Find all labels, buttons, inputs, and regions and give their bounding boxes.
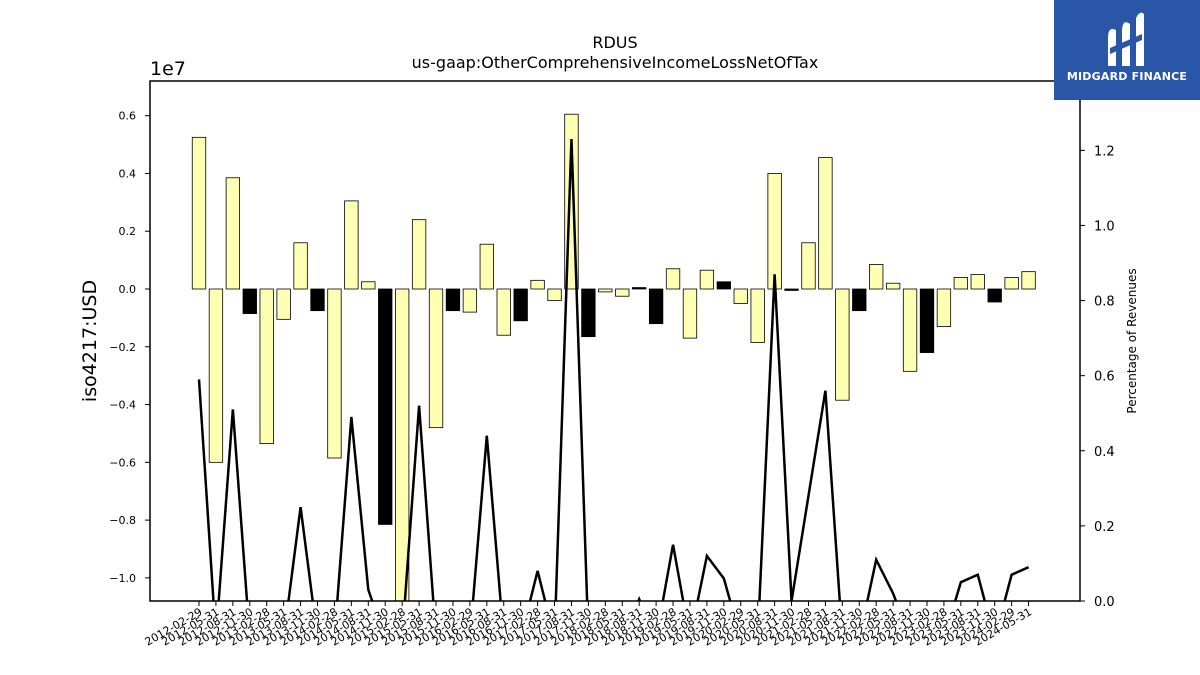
bar (191, 136, 207, 290)
bar (767, 173, 782, 290)
bar (327, 288, 342, 459)
bar (547, 288, 562, 301)
y2-tick-label: 0.8 (1094, 295, 1115, 310)
plot-frame (149, 80, 1081, 602)
bar (276, 288, 291, 320)
y-tick-label: −1.0 (109, 572, 136, 585)
bar (835, 288, 850, 401)
y-offset-label: 1e7 (150, 58, 186, 80)
bar (242, 288, 257, 314)
bar (208, 288, 224, 463)
bar (885, 282, 901, 290)
plot-area: 0.6 0.4 0.2 0.0 −0.2 −0.4 −0.6 −0.8 −1.0 0.0 0.2 0.… (109, 110, 1114, 649)
y2-tick-label: 0.0 (1094, 595, 1115, 610)
bar (632, 287, 647, 290)
y-tick-label: 0.4 (119, 167, 137, 180)
bar (462, 288, 478, 313)
bar (530, 279, 545, 290)
y-tick-label: −0.6 (109, 456, 136, 469)
bar (902, 288, 918, 372)
y2-tick-label: 1.2 (1094, 144, 1115, 159)
bar (395, 288, 410, 601)
y2-tick-label: 0.4 (1094, 445, 1115, 460)
midgard-finance-logo: MIDGARD FINANCE (1054, 0, 1200, 100)
bar (665, 268, 681, 290)
y-tick-label: −0.2 (109, 341, 136, 354)
y2-tick-label: 0.6 (1094, 370, 1115, 385)
bar (784, 288, 799, 291)
bar (869, 264, 884, 290)
y-tick-label: 0.2 (119, 225, 137, 238)
bar (699, 269, 715, 290)
chart-title: RDUS (592, 33, 637, 52)
bar (716, 281, 731, 290)
y2-axis-label: Percentage of Revenues (1125, 268, 1139, 413)
bar (598, 288, 613, 293)
bar (919, 288, 935, 353)
bar (479, 243, 494, 290)
bar (1021, 271, 1036, 290)
bar (970, 274, 985, 290)
bar (411, 219, 427, 290)
bar (615, 288, 630, 297)
chart-subtitle: us-gaap:OtherComprehensiveIncomeLossNetO… (412, 53, 819, 72)
bar (1004, 277, 1019, 290)
y-tick-label: 0.0 (119, 283, 137, 296)
bar (581, 288, 596, 338)
bar (225, 177, 241, 290)
bar (378, 288, 393, 525)
midgard-logo-icon (1108, 12, 1144, 67)
y-tick-label: −0.4 (109, 399, 136, 412)
y-axis-label: iso4217:USD (79, 280, 101, 402)
bar (987, 288, 1002, 303)
bar (310, 288, 325, 312)
bar (513, 288, 528, 322)
bar (648, 288, 664, 325)
y-tick-label: −0.8 (109, 514, 136, 527)
bar (445, 288, 461, 312)
y2-tick-label: 0.2 (1094, 520, 1115, 535)
bar (293, 242, 308, 290)
bar (496, 288, 511, 336)
bar (682, 288, 698, 339)
y2-tick-label: 1.0 (1094, 219, 1115, 234)
plot-content (191, 113, 1036, 601)
bar (361, 281, 376, 290)
bar (428, 288, 444, 429)
logo-text: MIDGARD FINANCE (1066, 70, 1188, 83)
bar (818, 157, 833, 290)
bar (801, 242, 816, 290)
y-tick-label: 0.6 (119, 110, 137, 123)
bar (852, 288, 867, 312)
bar (733, 288, 748, 304)
bar (344, 200, 359, 290)
percentage-line (197, 139, 1030, 601)
bar (936, 288, 952, 327)
bar (259, 288, 274, 444)
bar (750, 288, 765, 343)
bar (953, 277, 968, 290)
